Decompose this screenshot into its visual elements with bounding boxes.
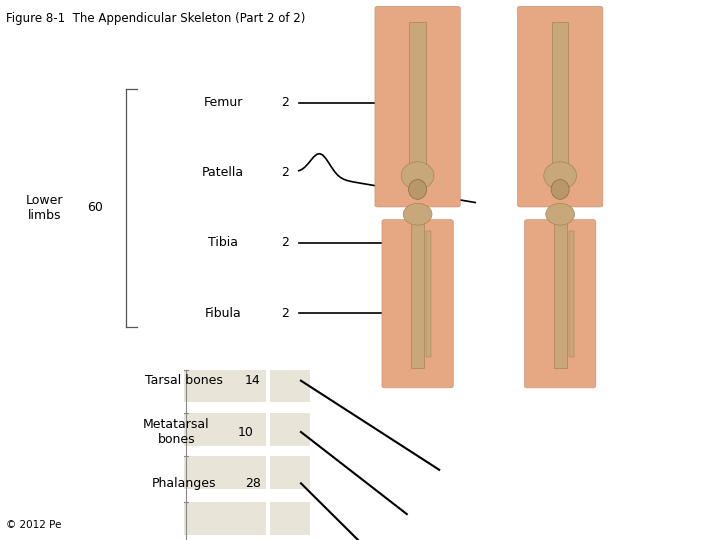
Text: 2: 2 [281, 96, 289, 109]
Bar [184, 413, 266, 446]
Text: Patella: Patella [202, 166, 244, 179]
Text: Figure 8-1  The Appendicular Skeleton (Part 2 of 2): Figure 8-1 The Appendicular Skeleton (Pa… [6, 12, 305, 25]
Bar [184, 502, 266, 535]
Text: Tarsal bones: Tarsal bones [145, 374, 222, 387]
Text: Tibia: Tibia [208, 237, 238, 249]
Text: 2: 2 [281, 166, 289, 179]
Bar [270, 502, 310, 535]
Bar [270, 456, 310, 489]
Bar [184, 456, 266, 489]
Text: Metatarsal
bones: Metatarsal bones [143, 418, 210, 446]
Bar [410, 22, 426, 176]
Text: Phalanges: Phalanges [151, 477, 216, 490]
Ellipse shape [551, 180, 570, 199]
Ellipse shape [401, 162, 434, 190]
Text: 2: 2 [281, 307, 289, 320]
Ellipse shape [544, 162, 577, 190]
FancyBboxPatch shape [518, 6, 603, 207]
Text: 10: 10 [238, 426, 253, 438]
Ellipse shape [408, 180, 427, 199]
Text: Femur: Femur [204, 96, 243, 109]
Text: 14: 14 [245, 374, 261, 387]
Bar [184, 370, 266, 402]
Text: 2: 2 [281, 237, 289, 249]
Text: © 2012 Pe: © 2012 Pe [6, 520, 61, 530]
Text: Lower
limbs: Lower limbs [26, 194, 63, 222]
Bar [552, 22, 568, 176]
Bar [270, 370, 310, 402]
Ellipse shape [546, 204, 575, 225]
Bar [270, 413, 310, 446]
Bar [411, 214, 424, 368]
FancyBboxPatch shape [382, 220, 454, 388]
Text: 60: 60 [87, 201, 103, 214]
Bar [569, 231, 574, 357]
FancyBboxPatch shape [375, 6, 460, 207]
Bar [426, 231, 431, 357]
Bar [554, 214, 567, 368]
Ellipse shape [403, 204, 432, 225]
Text: 28: 28 [245, 477, 261, 490]
FancyBboxPatch shape [524, 220, 596, 388]
Text: Fibula: Fibula [204, 307, 242, 320]
